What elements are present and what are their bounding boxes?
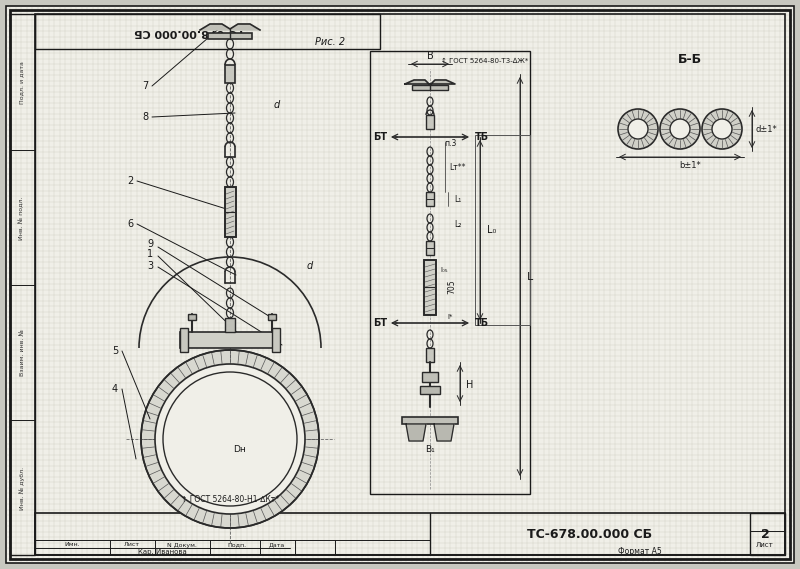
Bar <box>188 314 196 320</box>
Text: d: d <box>274 100 280 110</box>
Circle shape <box>712 119 732 139</box>
Text: 4: 4 <box>112 384 118 394</box>
Bar <box>426 115 434 129</box>
Circle shape <box>163 372 297 506</box>
Text: Формат А5: Формат А5 <box>618 547 662 556</box>
Bar <box>225 65 235 83</box>
Polygon shape <box>434 424 454 441</box>
Text: N Докум.: N Докум. <box>167 542 197 547</box>
Text: 2: 2 <box>127 176 133 186</box>
Text: Подп.: Подп. <box>227 542 246 547</box>
Text: Взаим. инв. №: Взаим. инв. № <box>19 329 25 377</box>
Text: L: L <box>527 272 533 282</box>
Text: 7: 7 <box>142 81 148 91</box>
Text: l₀₅: l₀₅ <box>440 267 448 273</box>
Text: 5: 5 <box>112 346 118 356</box>
Bar <box>420 386 440 394</box>
Text: В₁: В₁ <box>425 444 435 453</box>
Text: b±1*: b±1* <box>679 160 701 170</box>
Text: 3: 3 <box>147 261 153 271</box>
Bar <box>272 328 280 352</box>
Polygon shape <box>406 424 426 441</box>
Bar <box>10 14 35 555</box>
Bar <box>225 318 235 332</box>
Text: 9: 9 <box>147 239 153 249</box>
Text: ТС-678.00.000 СБ: ТС-678.00.000 СБ <box>527 527 653 541</box>
Text: Дата: Дата <box>269 542 285 547</box>
Circle shape <box>660 109 700 149</box>
Circle shape <box>702 109 742 149</box>
Circle shape <box>670 119 690 139</box>
Text: ↑ ГОСТ 5264-80-Н1-∆Кт*: ↑ ГОСТ 5264-80-Н1-∆Кт* <box>181 494 279 504</box>
Text: L₀: L₀ <box>487 225 497 235</box>
Bar <box>402 417 458 424</box>
Text: Лист: Лист <box>124 542 140 547</box>
Text: Lт**: Lт** <box>450 163 466 171</box>
Text: L₂: L₂ <box>454 220 462 229</box>
Bar <box>370 51 530 494</box>
Text: Кар. Иванова: Кар. Иванова <box>138 549 186 555</box>
Text: п.3: п.3 <box>444 138 456 147</box>
Text: Б-Б: Б-Б <box>678 52 702 65</box>
Polygon shape <box>200 24 260 30</box>
Bar <box>426 348 434 362</box>
Circle shape <box>618 109 658 149</box>
Bar <box>180 328 188 352</box>
Bar <box>208 33 252 39</box>
Bar <box>35 14 380 49</box>
Text: d: d <box>307 261 313 271</box>
Text: БТ: БТ <box>373 132 387 142</box>
Text: ТБ: ТБ <box>475 132 489 142</box>
Bar <box>426 241 434 255</box>
Text: d±1*: d±1* <box>755 125 777 134</box>
Bar <box>426 192 434 206</box>
Text: 705: 705 <box>447 280 457 294</box>
Text: Подл. и дата: Подл. и дата <box>19 61 25 105</box>
Text: L₁: L₁ <box>454 195 462 204</box>
Text: 1: 1 <box>147 249 153 259</box>
Bar <box>35 513 785 555</box>
Text: ТБ: ТБ <box>475 318 489 328</box>
Text: Dн: Dн <box>234 444 246 453</box>
Text: H: H <box>466 380 474 390</box>
Bar <box>180 332 280 348</box>
Bar <box>750 513 785 555</box>
Text: Имн.: Имн. <box>64 542 80 547</box>
Text: 6: 6 <box>127 219 133 229</box>
Text: ↑ ГОСТ 5264-80-Т3-∆Ж*: ↑ ГОСТ 5264-80-Т3-∆Ж* <box>442 58 529 64</box>
Bar <box>424 260 436 315</box>
Text: Лист: Лист <box>756 542 774 548</box>
Text: БТ: БТ <box>373 318 387 328</box>
Text: Инв. № дубл.: Инв. № дубл. <box>19 467 25 510</box>
Text: В: В <box>426 51 434 61</box>
Text: Инв. № подл.: Инв. № подл. <box>19 196 25 240</box>
Bar <box>475 135 530 325</box>
Text: ТС-678.00.000 СБ: ТС-678.00.000 СБ <box>134 27 246 37</box>
Text: 2: 2 <box>761 527 770 541</box>
Circle shape <box>628 119 648 139</box>
Bar <box>225 187 236 237</box>
Bar <box>422 372 438 382</box>
Text: 8: 8 <box>142 112 148 122</box>
Bar <box>225 187 236 237</box>
Polygon shape <box>405 80 455 85</box>
Bar <box>424 260 436 315</box>
Text: Рис. 2: Рис. 2 <box>315 37 345 47</box>
Text: l*: l* <box>447 314 453 320</box>
Bar <box>268 314 276 320</box>
Bar <box>412 85 448 90</box>
Circle shape <box>155 364 305 514</box>
Circle shape <box>141 350 319 528</box>
